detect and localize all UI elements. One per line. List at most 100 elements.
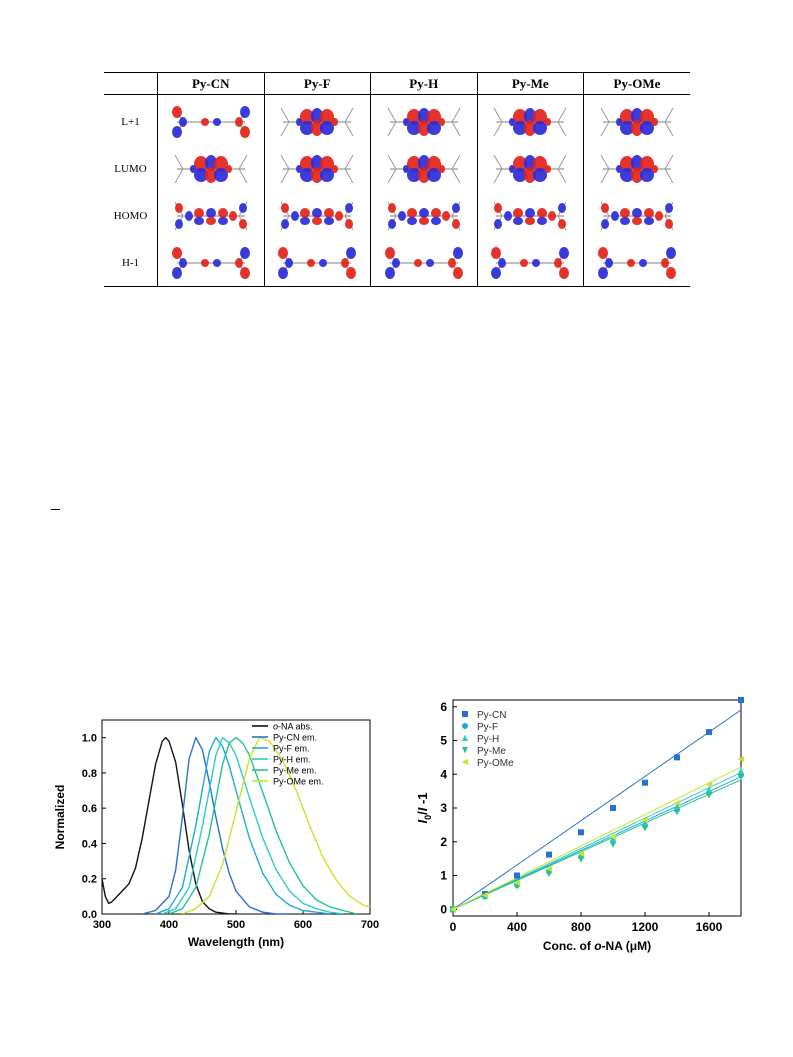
orbital-lobe (513, 167, 528, 182)
table-header-row: Py-CN Py-F Py-H Py-Me Py-OMe (104, 72, 690, 95)
orbital-cell (370, 192, 477, 239)
orbital-lobe (655, 210, 663, 221)
y-tick-label: 6 (440, 700, 447, 714)
data-point (737, 756, 744, 763)
orbital-lobe (509, 164, 516, 173)
fit-line (452, 772, 742, 910)
data-point (706, 729, 712, 736)
orbital-lobe (620, 120, 634, 135)
data-point (738, 773, 744, 781)
data-point (610, 841, 616, 848)
orbital-lobe (312, 216, 323, 225)
orbital-lobe (320, 108, 335, 125)
orbital-image (387, 107, 461, 136)
orbital-lobe (212, 117, 221, 126)
legend-label: Py-F (477, 722, 498, 733)
orbital-table: Py-CN Py-F Py-H Py-Me Py-OMe L+1 LUMO HOMO… (104, 72, 690, 287)
orbital-lobe (418, 207, 429, 218)
orbital-lobe (533, 167, 548, 182)
orbital-lobe (174, 218, 183, 229)
data-point (738, 767, 744, 774)
orbital-lobe (200, 258, 209, 267)
column-header-py-me: Py-Me (476, 72, 584, 95)
orbital-lobe (193, 167, 208, 182)
orbital-lobe (494, 218, 503, 229)
molecule-arm (344, 168, 354, 183)
column-header-py-h: Py-H (370, 72, 477, 95)
orbital-image (387, 154, 461, 183)
orbital-lobe (513, 108, 528, 125)
data-point (642, 779, 648, 786)
orbital-lobe (558, 218, 567, 229)
orbital-lobe (391, 257, 400, 268)
legend-label: o-NA abs. (273, 722, 313, 732)
orbital-lobe (451, 218, 460, 229)
orbital-lobe (402, 117, 409, 126)
orbital-lobe (452, 266, 463, 279)
orbital-lobe (239, 246, 250, 259)
x-tick-label: 1600 (696, 920, 723, 934)
orbital-lobe (545, 117, 552, 126)
molecule-arm (280, 107, 290, 122)
orbital-lobe (346, 246, 357, 259)
molecule-arm (493, 121, 503, 136)
table-row: H-1 (104, 239, 690, 287)
orbital-lobe (345, 218, 354, 229)
table-row: L+1 (104, 94, 690, 145)
x-tick-label: 400 (160, 919, 178, 931)
molecule-arm (387, 168, 397, 183)
orbital-lobe (311, 107, 324, 124)
orbital-lobe (346, 266, 357, 279)
data-point (449, 906, 456, 913)
orbital-lobe (545, 164, 552, 173)
orbital-cell (370, 94, 477, 145)
orbital-lobe (627, 258, 635, 267)
orbital-cell (157, 192, 264, 239)
molecule-arm (557, 168, 567, 183)
orbital-lobe (666, 246, 676, 259)
series-line (102, 736, 236, 914)
y-tick-label: 4 (440, 767, 447, 781)
fit-line (452, 766, 742, 910)
x-tick-label: 500 (227, 919, 245, 931)
orbital-lobe (441, 210, 450, 221)
molecule-arm (664, 107, 674, 122)
y-tick-label: 2 (440, 835, 447, 849)
orbital-lobe (178, 257, 187, 268)
orbital-image (493, 154, 567, 183)
orbital-lobe (554, 257, 563, 268)
orbital-lobe (285, 257, 294, 268)
molecule-arm (557, 154, 567, 169)
orbital-lobe (217, 216, 228, 225)
orbital-lobe (384, 246, 395, 259)
orbital-lobe (300, 167, 315, 182)
row-label: LUMO (114, 162, 147, 175)
data-point (674, 754, 680, 761)
orbital-lobe (213, 167, 228, 182)
orbital-lobe (341, 257, 350, 268)
orbital-lobe (640, 120, 654, 135)
orbital-lobe (666, 266, 676, 279)
row-label: H-1 (121, 256, 140, 269)
series-line (162, 736, 344, 914)
x-tick-label: 1200 (632, 920, 659, 934)
orbital-lobe (332, 164, 339, 173)
orbital-lobe (601, 218, 609, 229)
orbital-lobe (620, 216, 630, 225)
orbital-image (493, 201, 567, 230)
orbital-lobe (631, 154, 643, 171)
orbital-lobe (213, 155, 228, 172)
legend-marker (461, 759, 468, 765)
orbital-cell (476, 94, 584, 145)
orbital-lobe (311, 154, 324, 171)
data-point (641, 816, 648, 823)
molecule-arm (664, 168, 674, 183)
orbital-image (493, 107, 567, 136)
orbital-lobe (426, 120, 441, 135)
orbital-lobe (397, 210, 406, 221)
data-point (577, 850, 584, 857)
orbital-lobe (413, 258, 422, 267)
orbital-lobe (171, 105, 182, 118)
orbital-lobe (548, 210, 557, 221)
orbital-lobe (644, 207, 654, 218)
